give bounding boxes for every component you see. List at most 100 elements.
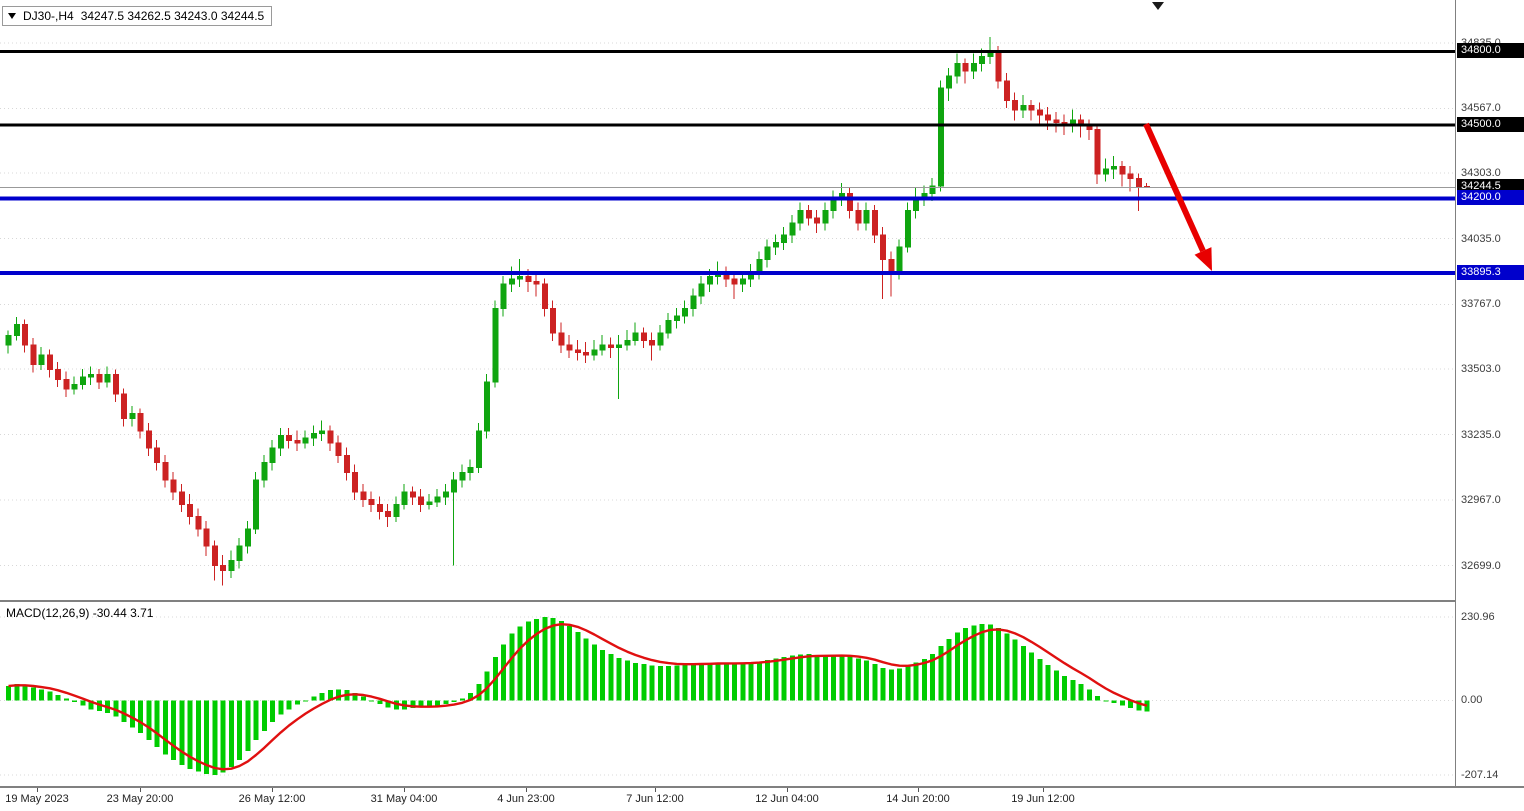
macd-bar <box>171 700 176 760</box>
time-axis-label: 23 May 20:00 <box>106 793 174 805</box>
candle-body <box>772 241 779 248</box>
time-axis-label: 7 Jun 12:00 <box>626 793 684 805</box>
macd-bar <box>146 700 152 740</box>
macd-bar <box>509 633 515 701</box>
price-pane[interactable]: DJ30-,H4 34247.5 34262.5 34243.0 34244.5 <box>0 0 1455 600</box>
pane-separator[interactable] <box>0 600 1524 602</box>
chart-shift-triangle-icon[interactable] <box>1152 2 1164 10</box>
candle-body <box>781 234 787 243</box>
hline-34500.0[interactable] <box>0 123 1455 127</box>
macd-bar <box>476 684 482 701</box>
macd-bar <box>831 655 836 701</box>
candle-body <box>426 501 433 505</box>
time-axis-label: 4 Jun 23:00 <box>497 793 555 805</box>
macd-bar <box>187 700 193 769</box>
candle-body <box>566 344 573 351</box>
macd-bar <box>303 700 308 702</box>
macd-bar <box>765 659 770 701</box>
candle-body <box>178 491 185 505</box>
time-tick-mark <box>37 788 38 792</box>
candle-body <box>888 258 895 273</box>
candle-body <box>88 374 94 378</box>
candle-body <box>228 560 235 571</box>
macd-bar <box>1086 689 1092 701</box>
macd-bar <box>270 700 275 722</box>
macd-bar <box>1053 670 1059 701</box>
macd-bar <box>212 700 218 775</box>
hline-33895.3[interactable] <box>0 270 1455 275</box>
candle-body <box>1045 114 1051 121</box>
symbol-marker-icon <box>8 13 16 19</box>
candle-body <box>731 278 738 285</box>
hline-34800.0[interactable] <box>0 49 1455 53</box>
candle-body <box>616 344 622 349</box>
macd-bar <box>806 654 812 701</box>
candle-body <box>583 352 589 356</box>
macd-bar <box>47 691 53 701</box>
macd-bar <box>1020 646 1026 701</box>
time-tick-mark <box>787 788 788 792</box>
macd-bar <box>575 631 581 701</box>
macd-canvas[interactable] <box>0 602 1455 786</box>
macd-bar <box>63 698 69 701</box>
macd-bar <box>1144 700 1150 712</box>
candle-body <box>343 454 350 473</box>
macd-bar <box>286 700 292 710</box>
macd-bar <box>72 700 77 703</box>
macd-bar <box>410 700 416 709</box>
candle-body <box>904 210 911 248</box>
hline-34200.0[interactable] <box>0 196 1455 201</box>
macd-bar <box>1103 700 1109 702</box>
candle-body <box>104 374 111 383</box>
macd-bar <box>773 658 779 701</box>
price-axis[interactable]: 34835.034567.034303.034035.033767.033503… <box>1455 0 1524 786</box>
macd-bar <box>360 696 366 701</box>
candle-body <box>55 369 61 380</box>
price-tick-label: 33767.0 <box>1461 298 1501 311</box>
candle-body <box>187 503 193 518</box>
symbol-quote: DJ30-,H4 34247.5 34262.5 34243.0 34244.5 <box>2 6 273 26</box>
trend-arrow[interactable] <box>1143 122 1212 271</box>
time-axis-label: 31 May 04:00 <box>370 793 438 805</box>
macd-bar <box>113 700 119 717</box>
candle-body <box>442 491 449 498</box>
macd-bar <box>608 654 614 701</box>
candle-body <box>657 332 664 346</box>
candle-body <box>665 320 672 334</box>
macd-bar <box>740 663 746 701</box>
candle-body <box>1053 119 1060 123</box>
macd-bar <box>905 666 911 701</box>
candle-body <box>591 349 598 356</box>
macd-bar <box>39 689 44 701</box>
candle-body <box>319 430 325 434</box>
macd-bar <box>690 664 696 701</box>
candle-body <box>599 344 606 351</box>
candle-body <box>789 222 796 236</box>
macd-bar <box>451 700 457 703</box>
macd-pane[interactable]: MACD(12,26,9) -30.44 3.71 <box>0 602 1455 786</box>
macd-bar <box>369 700 374 702</box>
price-tick-label: 34303.0 <box>1461 167 1501 180</box>
pane-separator[interactable] <box>0 786 1524 788</box>
macd-bar <box>938 646 944 701</box>
macd-bar <box>930 654 935 701</box>
price-chart-canvas[interactable] <box>0 0 1455 600</box>
macd-bar <box>1078 684 1084 701</box>
macd-bar <box>327 690 333 701</box>
macd-bar <box>1037 658 1043 701</box>
macd-bar <box>525 621 531 701</box>
candle-body <box>880 234 886 260</box>
macd-bar <box>162 700 168 755</box>
candle-body <box>533 281 540 285</box>
time-axis-label: 19 Jun 12:00 <box>1011 793 1075 805</box>
macd-bar <box>921 658 927 701</box>
candle-body <box>154 447 160 464</box>
macd-bar <box>822 655 828 701</box>
candle-body <box>236 545 243 562</box>
candle-body <box>797 210 804 224</box>
candle-body <box>112 374 119 395</box>
macd-bar <box>798 654 803 701</box>
time-axis[interactable]: 19 May 2023 23 May 20:00 26 May 12:00 31 Ma… <box>0 788 1524 811</box>
candle-body <box>409 491 416 498</box>
